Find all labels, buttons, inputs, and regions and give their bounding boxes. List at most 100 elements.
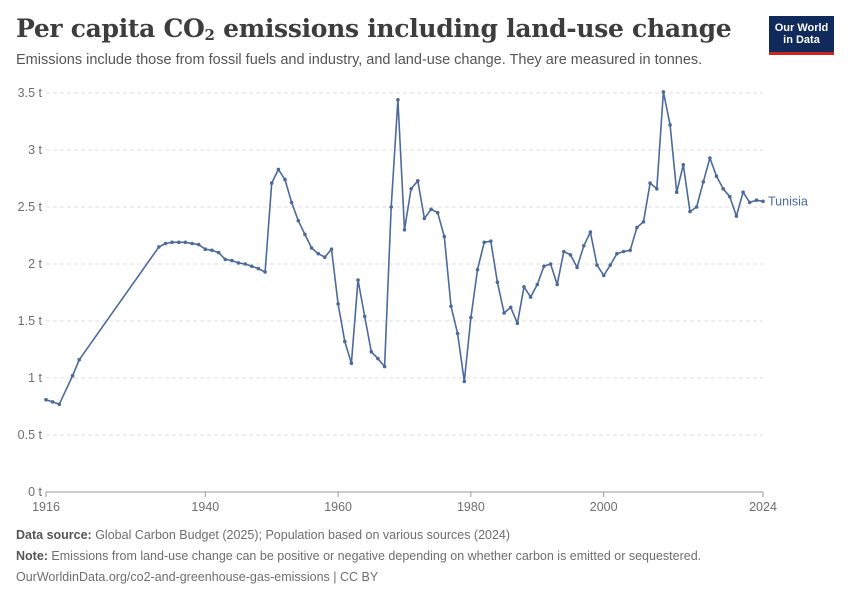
data-point	[389, 205, 394, 209]
data-point	[555, 282, 559, 287]
data-point	[163, 241, 168, 246]
logo-line-1: Our World	[774, 22, 829, 34]
data-point	[170, 240, 174, 245]
data-point	[502, 311, 506, 315]
title-main: Per capita CO	[16, 14, 205, 43]
y-tick-label: 2.5 t	[18, 200, 43, 214]
x-tick-label: 1980	[457, 500, 485, 514]
data-point	[655, 187, 659, 191]
data-point	[535, 282, 540, 287]
data-point	[250, 264, 254, 269]
data-point	[396, 98, 400, 102]
data-point	[495, 280, 500, 285]
data-point	[435, 210, 440, 215]
data-source-text: Global Carbon Budget (2025); Population …	[91, 528, 511, 542]
logo-line-2: in Data	[783, 34, 820, 46]
data-source: Data source: Global Carbon Budget (2025)…	[16, 528, 510, 542]
data-point	[343, 339, 347, 344]
chart-subtitle: Emissions include those from fossil fuel…	[16, 52, 703, 68]
data-point	[601, 273, 606, 278]
data-point	[210, 248, 214, 253]
data-point	[177, 240, 181, 245]
data-point	[701, 180, 706, 184]
data-point	[741, 190, 745, 194]
data-point	[442, 234, 447, 239]
x-tick-label: 1960	[324, 500, 352, 514]
data-point	[50, 400, 55, 404]
data-point	[761, 199, 765, 204]
y-tick-label: 2 t	[28, 257, 42, 271]
data-point	[522, 285, 526, 289]
data-point	[429, 207, 433, 212]
data-point	[276, 167, 281, 172]
data-point	[349, 361, 354, 366]
data-point	[548, 262, 553, 266]
data-point	[57, 402, 62, 407]
data-point	[694, 205, 699, 209]
data-point	[196, 242, 201, 247]
x-tick-label: 2024	[749, 500, 777, 514]
data-point	[362, 314, 367, 319]
data-point	[635, 225, 639, 230]
data-point	[582, 244, 586, 248]
data-point	[263, 270, 267, 274]
data-point	[728, 194, 732, 199]
series-line-tunisia	[45, 91, 764, 405]
data-point	[309, 246, 314, 250]
data-point	[409, 187, 413, 191]
data-point	[190, 241, 194, 246]
data-point	[369, 350, 374, 354]
data-point	[661, 90, 666, 94]
data-point	[489, 239, 493, 243]
data-point	[402, 228, 407, 232]
x-tick-label: 2000	[590, 500, 618, 514]
data-point	[329, 247, 334, 251]
data-point	[648, 181, 652, 185]
data-point	[668, 123, 672, 127]
data-point	[747, 200, 752, 205]
data-point	[216, 250, 221, 255]
data-point	[449, 304, 453, 309]
y-tick-label: 3.5 t	[18, 86, 43, 100]
x-tick-label: 1916	[32, 500, 60, 514]
data-point	[628, 248, 632, 253]
data-point	[508, 305, 513, 310]
data-point	[562, 249, 566, 254]
owid-logo[interactable]: Our World in Data	[769, 16, 834, 55]
data-point	[621, 249, 626, 254]
data-point	[595, 263, 599, 267]
data-point	[77, 358, 81, 362]
data-point	[269, 181, 274, 185]
data-point	[183, 240, 188, 245]
chart-note: Note: Emissions from land-use change can…	[16, 549, 701, 563]
y-tick-label: 1 t	[28, 371, 42, 385]
data-point	[230, 258, 234, 263]
source-url-link[interactable]: OurWorldinData.org/co2-and-greenhouse-ga…	[16, 570, 379, 584]
title-subscript: 2	[204, 26, 215, 44]
y-tick-label: 0.5 t	[18, 428, 43, 442]
data-point	[588, 230, 593, 234]
data-point	[615, 251, 619, 256]
data-point	[416, 179, 420, 183]
note-label: Note:	[16, 549, 48, 563]
data-point	[641, 220, 646, 224]
data-point	[575, 265, 579, 270]
data-point	[754, 198, 759, 202]
data-point	[356, 278, 360, 282]
data-point	[70, 373, 75, 378]
data-point	[323, 255, 327, 259]
data-point	[714, 174, 719, 178]
y-tick-label: 1.5 t	[18, 314, 43, 328]
data-point	[734, 214, 739, 218]
data-point	[721, 187, 725, 191]
title-rest: emissions including land-use change	[214, 14, 732, 43]
series-label: Tunisia	[768, 194, 808, 208]
data-point	[475, 267, 480, 272]
note-text: Emissions from land-use change can be po…	[47, 549, 702, 563]
data-point	[528, 295, 533, 299]
data-point	[515, 321, 520, 326]
data-point	[462, 379, 467, 384]
data-point	[376, 356, 380, 361]
data-point	[688, 209, 692, 214]
data-point	[44, 397, 48, 402]
